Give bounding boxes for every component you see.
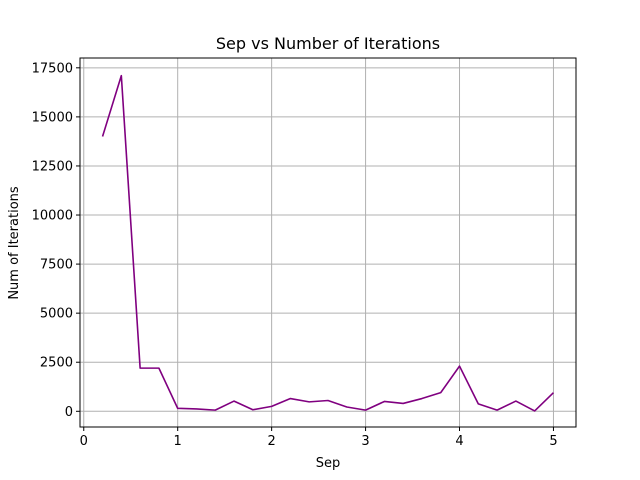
x-tick-label: 3 <box>361 434 369 449</box>
plot-area <box>80 58 576 427</box>
series-layer <box>103 76 554 411</box>
x-tick-label: 1 <box>174 434 182 449</box>
y-tick-label: 5000 <box>40 307 73 322</box>
y-tick-label: 2500 <box>40 356 73 371</box>
x-tick-label: 5 <box>549 434 557 449</box>
series-line-iterations <box>103 76 554 411</box>
x-axis: 0 1 2 3 4 5 <box>80 427 558 449</box>
chart-title: Sep vs Number of Iterations <box>216 34 440 53</box>
y-tick-label: 12500 <box>32 159 73 174</box>
y-axis: 0 2500 5000 7500 10000 12500 15000 17500 <box>32 61 80 419</box>
y-tick-label: 7500 <box>40 258 73 273</box>
y-axis-label: Num of Iterations <box>7 186 22 300</box>
x-tick-label: 4 <box>455 434 463 449</box>
y-tick-label: 0 <box>65 405 73 420</box>
y-tick-label: 17500 <box>32 61 73 76</box>
y-tick-label: 10000 <box>32 209 73 224</box>
y-tick-label: 15000 <box>32 110 73 125</box>
x-tick-label: 2 <box>267 434 275 449</box>
grid <box>80 58 576 427</box>
x-axis-label: Sep <box>316 456 341 471</box>
x-tick-label: 0 <box>80 434 88 449</box>
